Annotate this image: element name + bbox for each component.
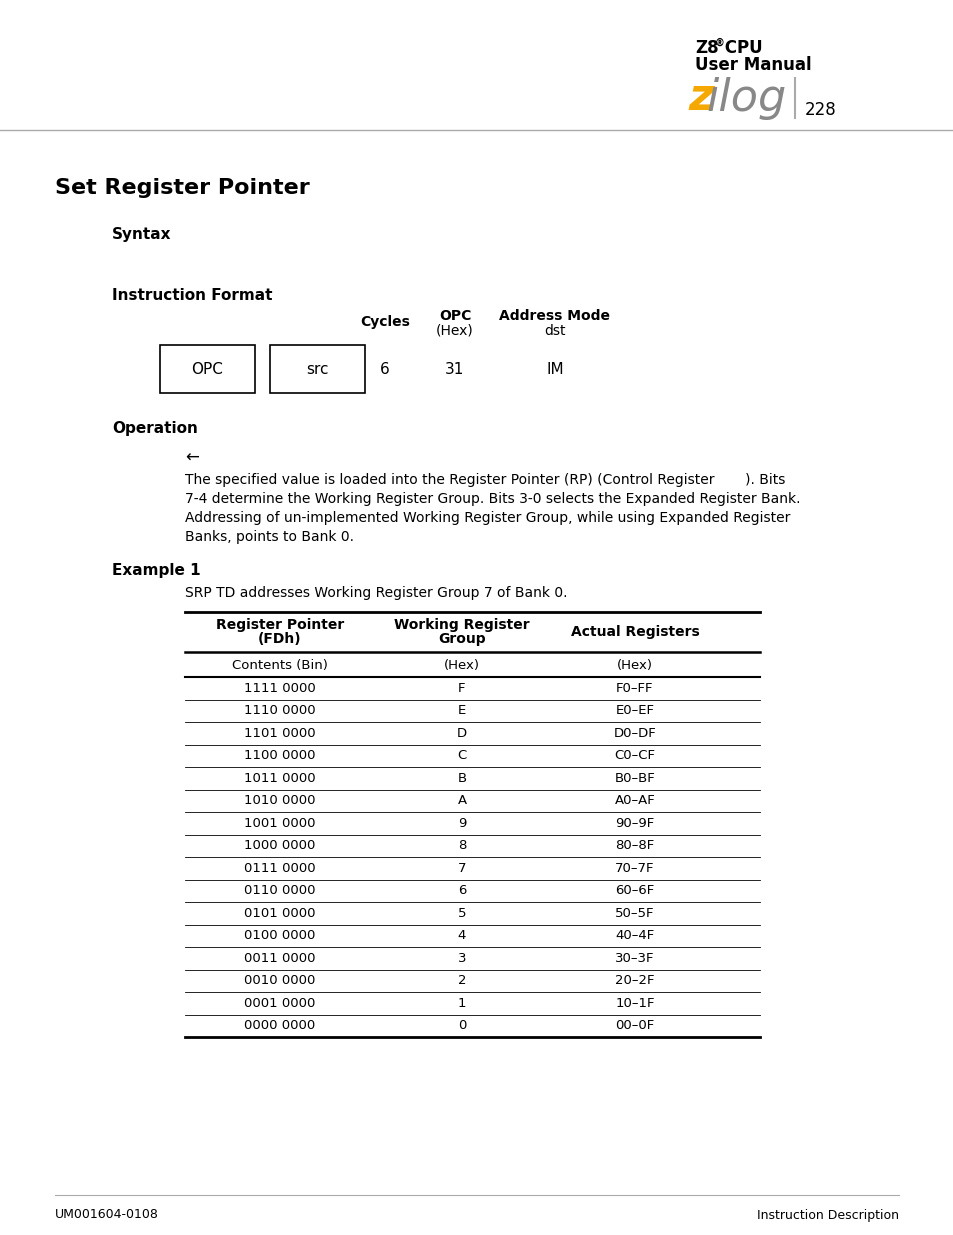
Text: (Hex): (Hex) [443,658,479,672]
Text: A: A [456,794,466,808]
Text: F: F [457,682,465,695]
Text: 90–9F: 90–9F [615,816,654,830]
Text: 1111 0000: 1111 0000 [244,682,315,695]
Text: 9: 9 [457,816,466,830]
Text: (Hex): (Hex) [436,324,474,338]
Text: User Manual: User Manual [695,56,811,74]
Text: 228: 228 [804,101,836,119]
Text: 80–8F: 80–8F [615,840,654,852]
Text: 1010 0000: 1010 0000 [244,794,315,808]
Text: D: D [456,726,467,740]
Text: 0100 0000: 0100 0000 [244,929,315,942]
Text: Cycles: Cycles [359,315,410,329]
Text: (FDh): (FDh) [258,632,301,646]
Text: 6: 6 [379,362,390,377]
Text: ®: ® [714,38,724,48]
Text: Operation: Operation [112,420,197,436]
Text: Address Mode: Address Mode [499,309,610,324]
Text: 4: 4 [457,929,466,942]
Text: 40–4F: 40–4F [615,929,654,942]
Text: D0–DF: D0–DF [613,726,656,740]
Text: dst: dst [543,324,565,338]
Text: B0–BF: B0–BF [614,772,655,784]
Text: Register Pointer: Register Pointer [215,618,344,632]
Text: (Hex): (Hex) [617,658,652,672]
Text: 7: 7 [457,862,466,874]
Text: Instruction Description: Instruction Description [757,1209,898,1221]
Text: 0010 0000: 0010 0000 [244,974,315,987]
Text: 20–2F: 20–2F [615,974,654,987]
Text: 1: 1 [457,997,466,1010]
Text: 2: 2 [457,974,466,987]
Text: 50–5F: 50–5F [615,906,654,920]
Text: 0001 0000: 0001 0000 [244,997,315,1010]
Text: src: src [305,362,328,377]
Text: C0–CF: C0–CF [614,750,655,762]
Text: Working Register: Working Register [394,618,529,632]
Text: The specified value is loaded into the Register Pointer (RP) (Control Register  : The specified value is loaded into the R… [185,473,784,487]
Text: 1011 0000: 1011 0000 [244,772,315,784]
Text: z: z [687,77,713,120]
Text: CPU: CPU [719,40,761,57]
Text: IM: IM [546,362,563,377]
Text: OPC: OPC [191,362,223,377]
Text: C: C [456,750,466,762]
Text: 0111 0000: 0111 0000 [244,862,315,874]
Text: 30–3F: 30–3F [615,952,654,965]
Text: 8: 8 [457,840,466,852]
Text: B: B [456,772,466,784]
Text: Z8: Z8 [695,40,718,57]
Text: SRP TD addresses Working Register Group 7 of Bank 0.: SRP TD addresses Working Register Group … [185,585,567,600]
Text: 00–0F: 00–0F [615,1019,654,1032]
Text: 0110 0000: 0110 0000 [244,884,315,898]
Bar [160,345,254,393]
Text: Contents (Bin): Contents (Bin) [232,658,328,672]
Text: A0–AF: A0–AF [614,794,655,808]
Text: 5: 5 [457,906,466,920]
Text: 6: 6 [457,884,466,898]
Text: 1110 0000: 1110 0000 [244,704,315,718]
Text: Banks, points to Bank 0.: Banks, points to Bank 0. [185,530,354,543]
Text: 0101 0000: 0101 0000 [244,906,315,920]
Text: 1100 0000: 1100 0000 [244,750,315,762]
Text: 1000 0000: 1000 0000 [244,840,315,852]
Text: Actual Registers: Actual Registers [570,625,699,638]
Text: Example 1: Example 1 [112,562,200,578]
Text: Set Register Pointer: Set Register Pointer [55,178,310,198]
Text: ilog: ilog [705,77,785,120]
Text: 10–1F: 10–1F [615,997,654,1010]
Text: Addressing of un-implemented Working Register Group, while using Expanded Regist: Addressing of un-implemented Working Reg… [185,511,789,525]
Text: 31: 31 [445,362,464,377]
Text: 3: 3 [457,952,466,965]
Text: UM001604-0108: UM001604-0108 [55,1209,159,1221]
Text: 0000 0000: 0000 0000 [244,1019,315,1032]
Text: 70–7F: 70–7F [615,862,654,874]
Text: F0–FF: F0–FF [616,682,653,695]
Text: ←: ← [185,450,198,467]
Text: E0–EF: E0–EF [615,704,654,718]
Text: Instruction Format: Instruction Format [112,288,273,303]
Text: OPC: OPC [438,309,471,324]
Text: 1101 0000: 1101 0000 [244,726,315,740]
Text: 60–6F: 60–6F [615,884,654,898]
Text: 0011 0000: 0011 0000 [244,952,315,965]
Text: 0: 0 [457,1019,466,1032]
Text: Syntax: Syntax [112,227,172,242]
Text: 7-4 determine the Working Register Group. Bits 3-0 selects the Expanded Register: 7-4 determine the Working Register Group… [185,492,800,506]
Text: E: E [457,704,466,718]
Bar [270,345,365,393]
Text: 1001 0000: 1001 0000 [244,816,315,830]
Text: Group: Group [437,632,485,646]
